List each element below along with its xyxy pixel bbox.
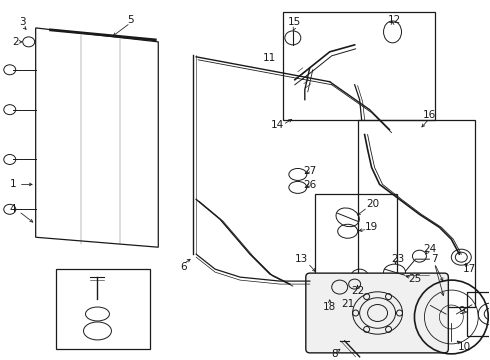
- Text: 5: 5: [127, 15, 134, 25]
- Text: 3: 3: [20, 17, 26, 27]
- Text: 6: 6: [180, 262, 187, 272]
- Text: 21: 21: [341, 299, 354, 309]
- Text: 27: 27: [303, 166, 317, 176]
- Text: 22: 22: [351, 286, 364, 296]
- Text: 7: 7: [431, 254, 438, 264]
- Bar: [467, 292, 490, 336]
- Text: 9: 9: [458, 306, 465, 316]
- Bar: [55, 269, 150, 349]
- Text: 2: 2: [12, 37, 19, 47]
- Text: 18: 18: [323, 302, 336, 312]
- Text: 19: 19: [365, 222, 378, 232]
- Text: 4: 4: [9, 204, 16, 214]
- Bar: [283, 12, 436, 120]
- Text: 12: 12: [388, 15, 401, 25]
- Text: 24: 24: [423, 244, 436, 254]
- Text: 26: 26: [303, 180, 317, 190]
- Text: 13: 13: [295, 254, 308, 264]
- Bar: [358, 120, 475, 307]
- Text: 20: 20: [366, 199, 379, 210]
- Text: 25: 25: [408, 274, 421, 284]
- Text: 10: 10: [458, 342, 471, 352]
- FancyBboxPatch shape: [306, 273, 448, 353]
- Text: 17: 17: [463, 264, 476, 274]
- Bar: [315, 194, 396, 322]
- Text: 16: 16: [423, 110, 436, 120]
- Text: 1: 1: [9, 179, 16, 189]
- Text: 15: 15: [288, 17, 301, 27]
- Text: 8: 8: [331, 349, 338, 359]
- Text: 23: 23: [391, 254, 404, 264]
- Text: 11: 11: [263, 53, 276, 63]
- Text: 14: 14: [271, 120, 285, 130]
